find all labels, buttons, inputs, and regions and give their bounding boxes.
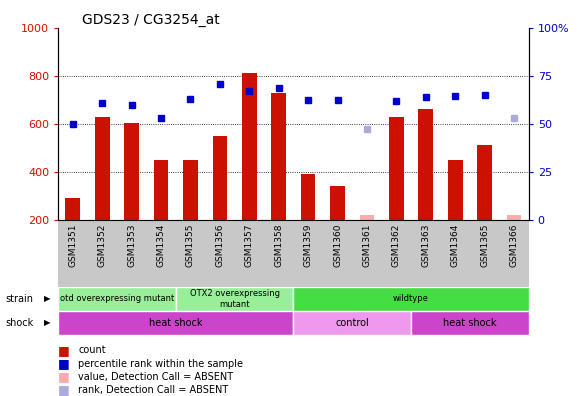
Text: GSM1357: GSM1357: [245, 223, 254, 267]
Text: ▶: ▶: [44, 295, 50, 303]
Text: ■: ■: [58, 383, 70, 396]
Text: ■: ■: [58, 344, 70, 357]
Bar: [213, 136, 227, 220]
Text: GSM1365: GSM1365: [480, 223, 489, 267]
Bar: [360, 215, 374, 220]
Bar: [448, 160, 462, 220]
Bar: [330, 186, 345, 220]
Text: GSM1362: GSM1362: [392, 223, 401, 267]
Text: percentile rank within the sample: percentile rank within the sample: [78, 358, 243, 369]
Text: OTX2 overexpressing
mutant: OTX2 overexpressing mutant: [189, 289, 279, 308]
Text: GSM1360: GSM1360: [333, 223, 342, 267]
Bar: [95, 116, 110, 220]
Text: rank, Detection Call = ABSENT: rank, Detection Call = ABSENT: [78, 385, 229, 395]
Text: value, Detection Call = ABSENT: value, Detection Call = ABSENT: [78, 371, 234, 382]
Text: ■: ■: [58, 370, 70, 383]
Text: GSM1358: GSM1358: [274, 223, 283, 267]
Bar: [293, 311, 411, 335]
Bar: [507, 215, 521, 220]
Bar: [124, 122, 139, 220]
Text: ▶: ▶: [44, 318, 50, 327]
Text: GSM1361: GSM1361: [363, 223, 371, 267]
Text: GSM1354: GSM1354: [156, 223, 166, 267]
Text: GSM1351: GSM1351: [69, 223, 77, 267]
Bar: [271, 93, 286, 220]
Text: wildtype: wildtype: [393, 295, 429, 303]
Bar: [154, 160, 168, 220]
Bar: [418, 109, 433, 220]
Bar: [477, 145, 492, 220]
Text: count: count: [78, 345, 106, 356]
Text: GSM1352: GSM1352: [98, 223, 107, 267]
Text: GSM1353: GSM1353: [127, 223, 136, 267]
Text: GSM1355: GSM1355: [186, 223, 195, 267]
Bar: [183, 160, 198, 220]
Text: heat shock: heat shock: [149, 318, 203, 328]
Bar: [58, 311, 293, 335]
Bar: [58, 287, 175, 311]
Text: GSM1366: GSM1366: [510, 223, 518, 267]
Bar: [293, 287, 529, 311]
Bar: [411, 311, 529, 335]
Text: GSM1359: GSM1359: [304, 223, 313, 267]
Text: otd overexpressing mutant: otd overexpressing mutant: [60, 295, 174, 303]
Text: shock: shock: [6, 318, 34, 328]
Bar: [242, 73, 257, 220]
Text: control: control: [335, 318, 369, 328]
Text: strain: strain: [6, 294, 34, 304]
Text: GSM1363: GSM1363: [421, 223, 431, 267]
Bar: [66, 198, 80, 220]
Text: heat shock: heat shock: [443, 318, 497, 328]
Bar: [301, 174, 315, 220]
Bar: [389, 116, 404, 220]
Text: GSM1356: GSM1356: [216, 223, 224, 267]
Text: GSM1364: GSM1364: [451, 223, 460, 267]
Text: GDS23 / CG3254_at: GDS23 / CG3254_at: [81, 13, 220, 27]
Bar: [175, 287, 293, 311]
Text: ■: ■: [58, 357, 70, 370]
